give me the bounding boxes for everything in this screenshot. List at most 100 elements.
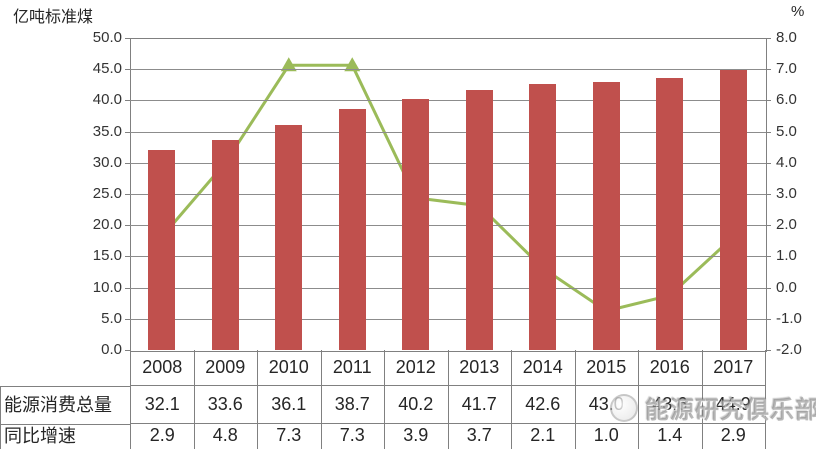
y-axis-tick-right [766,287,771,289]
bar-2011 [338,108,366,350]
line-marker-2011 [344,57,361,72]
y-axis-tick-label-left: 15.0 [92,247,122,265]
y-axis-tick-right [766,131,771,133]
y-axis-tick-label-left: 45.0 [92,60,122,78]
gridline [130,194,766,195]
gridline [130,69,766,71]
y-axis-tick-label-left: 20.0 [92,216,122,234]
bar-2017 [719,69,747,350]
table-consumption-cell: 40.2 [384,386,449,424]
y-axis-tick-left [125,69,130,71]
table-consumption-cell: 43.0 [574,386,639,424]
table-consumption-cell: 33.6 [193,386,258,424]
y-axis-tick-label-left: 10.0 [92,278,122,296]
y-axis-tick-left [125,100,130,102]
table-year-cell: 2011 [320,350,385,386]
y-axis-tick-right [766,38,771,39]
y-axis-tick-left [125,194,130,195]
right-axis-unit: % [791,3,805,20]
bar-2013 [465,89,493,350]
table-growth-cell: 3.7 [448,424,512,449]
bar-2009 [211,140,239,350]
table-year-cell: 2012 [384,350,449,386]
table-growth-cell: 1.0 [575,424,639,449]
table-growth-cell: 3.9 [384,424,449,449]
table-growth-cell: 2.9 [702,424,766,449]
bar-2008 [148,149,176,350]
y-axis-tick-label-right: 6.0 [776,91,797,109]
y-axis-tick-right [766,194,771,195]
table-growth-cell: 2.9 [130,424,195,449]
y-axis-tick-label-right: 7.0 [776,60,797,78]
table-year-cell: 2013 [447,350,512,386]
table-growth-cell: 1.4 [638,424,703,449]
left-axis-title: 亿吨标准煤 [13,9,94,26]
y-axis-tick-label-right: 1.0 [776,247,797,265]
table-consumption-cell: 36.1 [257,386,322,424]
table-consumption-cell: 44.9 [701,386,766,424]
gridline [130,225,766,227]
y-axis-tick-label-left: 35.0 [92,122,122,140]
bar-2014 [529,84,557,350]
y-axis-tick-label-left: 40.0 [92,91,122,109]
y-axis-tick-left [125,350,130,351]
bar-2012 [402,99,430,350]
y-axis-tick-right [766,69,771,71]
bar-2015 [592,81,620,350]
table-year-cell: 2016 [638,350,703,386]
table-year-cell: 2015 [574,350,639,386]
y-axis-tick-label-right: 3.0 [776,185,797,202]
table-growth-cell: 4.8 [194,424,258,449]
y-axis-tick-right [766,350,771,351]
gridline [130,318,766,320]
y-axis-tick-left [125,38,130,39]
table-row-label: 能源消费总量 [0,386,130,424]
y-axis-tick-right [766,225,771,227]
gridline [130,162,766,164]
y-axis-tick-label-left: 5.0 [101,309,122,327]
y-axis-tick-left [125,225,130,227]
gridline [130,287,766,289]
table-growth-cell: 7.3 [321,424,385,449]
bar-2010 [275,124,303,350]
y-axis-tick-label-right: 5.0 [776,122,797,140]
table-consumption-cell: 43.6 [638,386,703,424]
table-row-label: 同比增速 [0,424,130,449]
growth-line [160,63,735,313]
y-axis-tick-label-right: -2.0 [776,341,802,358]
y-axis-tick-label-right: 2.0 [776,216,797,234]
table-year-cell: 2014 [511,350,576,386]
y-axis-tick-label-left: 25.0 [92,185,122,202]
y-axis-tick-left [125,131,130,133]
table-consumption-cell: 32.1 [130,386,195,424]
y-axis-tick-label-right: 8.0 [776,29,797,46]
y-axis-tick-left [125,162,130,164]
table-consumption-cell: 38.7 [320,386,385,424]
y-axis-tick-label-left: 0.0 [101,341,122,358]
y-axis-tick-left [125,287,130,289]
y-axis-tick-left [125,256,130,258]
y-axis-tick-label-right: 0.0 [776,278,797,296]
table-year-cell: 2010 [257,350,322,386]
gridline [130,131,766,133]
table-year-cell: 2009 [193,350,258,386]
y-axis-tick-label-left: 30.0 [92,153,122,171]
y-axis-tick-right [766,162,771,164]
table-year-cell: 2017 [701,350,766,386]
y-axis-tick-right [766,256,771,258]
y-axis-tick-left [125,318,130,320]
table-year-cell: 2008 [130,350,195,386]
line-marker-2010 [280,57,297,72]
y-axis-tick-right [766,318,771,320]
y-axis-tick-right [766,100,771,102]
y-axis-tick-label-right: -1.0 [776,309,802,327]
y-axis-tick-label-left: 50.0 [92,29,122,46]
table-consumption-cell: 41.7 [447,386,512,424]
table-consumption-cell: 42.6 [511,386,576,424]
gridline [130,100,766,102]
table-growth-cell: 2.1 [511,424,576,449]
table-growth-cell: 7.3 [257,424,322,449]
bar-2016 [656,77,684,350]
gridline [130,256,766,258]
